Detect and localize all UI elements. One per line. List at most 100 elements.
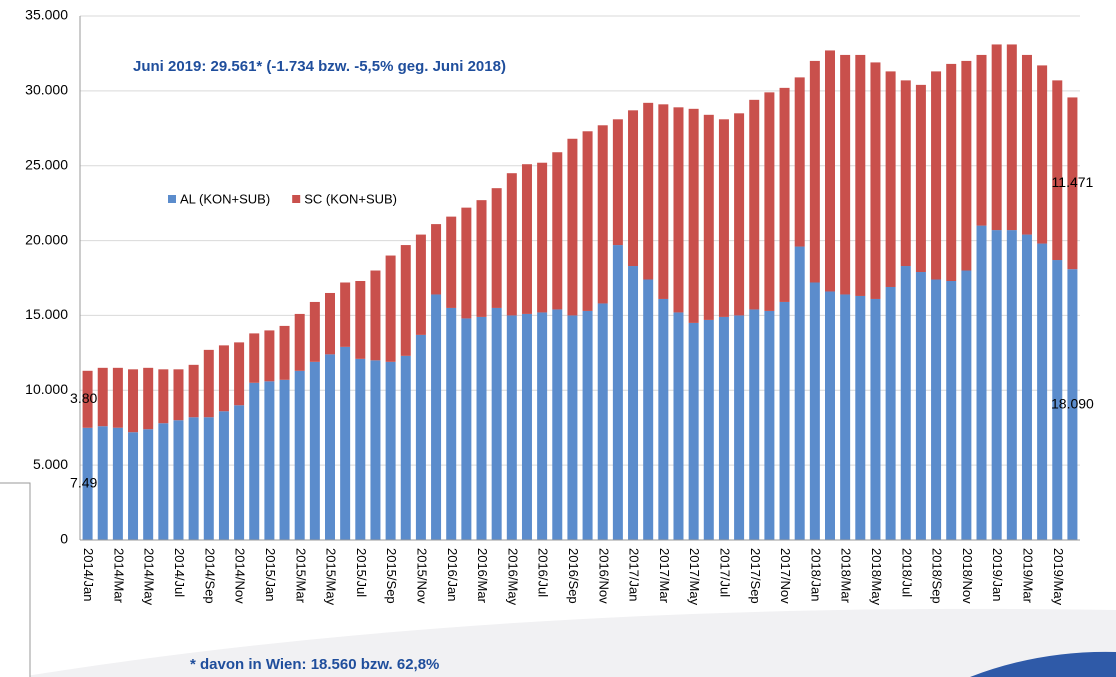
x-tick-label: 2014/Sep	[202, 548, 217, 604]
bar-segment	[309, 361, 320, 540]
bar-segment	[976, 54, 987, 226]
x-tick-label: 2015/Sep	[384, 548, 399, 604]
x-tick-label: 2016/May	[505, 548, 520, 606]
footnote: * davon in Wien: 18.560 bzw. 62,8%	[190, 656, 439, 673]
bar-segment	[643, 102, 654, 280]
bar-segment	[703, 114, 714, 320]
data-label: 3.807	[70, 390, 105, 406]
x-tick-label: 2014/Mar	[111, 548, 126, 604]
x-tick-label: 2018/Jan	[808, 548, 823, 602]
bar-segment	[1067, 97, 1078, 270]
bar-segment	[764, 92, 775, 311]
bar-segment	[764, 310, 775, 540]
bar-segment	[885, 71, 896, 287]
bar-segment	[446, 307, 457, 540]
bar-segment	[718, 316, 729, 540]
bar-segment	[991, 44, 1002, 231]
bar-segment	[794, 246, 805, 540]
x-tick-label: 2017/Nov	[778, 548, 793, 604]
bar-segment	[946, 63, 957, 281]
bar-segment	[234, 342, 245, 406]
bar-segment	[97, 426, 108, 540]
bar-segment	[552, 309, 563, 540]
bar-segment	[355, 280, 366, 359]
y-tick-label: 15.000	[25, 306, 68, 322]
bar-segment	[567, 138, 578, 316]
bar-segment	[673, 312, 684, 540]
bar-segment	[188, 417, 199, 540]
bar-segment	[461, 318, 472, 540]
bar-segment	[870, 62, 881, 299]
bar-segment	[749, 99, 760, 310]
bar-segment	[991, 230, 1002, 540]
bar-segment	[734, 315, 745, 540]
bar-segment	[825, 50, 835, 292]
bar-segment	[415, 334, 426, 540]
bar-segment	[218, 345, 229, 412]
x-tick-label: 2014/Jan	[81, 548, 96, 602]
bar-segment	[370, 360, 381, 540]
bar-segment	[779, 301, 790, 540]
x-tick-label: 2017/Sep	[748, 548, 763, 604]
background-swoosh	[20, 608, 1116, 677]
bar-segment	[128, 369, 139, 433]
legend-label: SC (KON+SUB)	[304, 191, 397, 206]
x-tick-label: 2015/Jan	[263, 548, 278, 602]
bar-segment	[249, 333, 260, 383]
bar-segment	[1006, 44, 1017, 231]
x-tick-label: 2017/May	[687, 548, 702, 606]
x-tick-label: 2014/May	[142, 548, 157, 606]
x-tick-label: 2016/Nov	[596, 548, 611, 604]
x-tick-label: 2017/Jan	[627, 548, 642, 602]
bar-segment	[340, 346, 351, 540]
bar-segment	[597, 303, 608, 540]
bar-segment	[521, 313, 532, 540]
bar-segment	[1037, 65, 1048, 244]
bar-segment	[734, 113, 745, 316]
bar-segment	[900, 80, 911, 267]
bar-segment	[870, 298, 881, 540]
bar-segment	[476, 200, 487, 317]
bar-segment	[794, 77, 805, 247]
bar-segment	[809, 282, 820, 540]
bar-segment	[1067, 269, 1078, 540]
bar-segment	[961, 270, 972, 540]
x-tick-label: 2015/Nov	[414, 548, 429, 604]
bar-segment	[385, 361, 396, 540]
bar-segment	[931, 71, 942, 280]
bar-segment	[1052, 80, 1063, 261]
bar-segment	[946, 280, 957, 540]
bar-segment	[203, 417, 214, 540]
bar-segment	[643, 279, 654, 540]
bar-segment	[809, 60, 820, 283]
x-tick-label: 2017/Jul	[718, 548, 733, 597]
x-tick-label: 2016/Mar	[475, 548, 490, 604]
bar-segment	[749, 309, 760, 540]
bar-segment	[294, 313, 305, 371]
bar-segment	[173, 420, 184, 540]
bar-segment	[203, 349, 214, 418]
bar-segment	[264, 330, 275, 382]
bar-segment	[628, 266, 639, 540]
x-tick-label: 2018/Nov	[960, 548, 975, 604]
bar-segment	[128, 432, 139, 540]
bar-segment	[840, 54, 851, 295]
y-tick-label: 5.000	[33, 456, 68, 472]
bar-segment	[961, 60, 972, 271]
bar-segment	[718, 119, 729, 317]
bar-segment	[552, 152, 563, 310]
bar-segment	[158, 369, 169, 424]
bar-segment	[143, 367, 154, 430]
x-tick-label: 2014/Jul	[172, 548, 187, 597]
y-tick-label: 25.000	[25, 156, 68, 172]
bar-segment	[143, 429, 154, 540]
x-tick-label: 2019/May	[1051, 548, 1066, 606]
x-tick-label: 2015/May	[324, 548, 339, 606]
annotation: Juni 2019: 29.561* (-1.734 bzw. -5,5% ge…	[133, 58, 506, 75]
bar-segment	[279, 325, 290, 380]
bar-segment	[1006, 230, 1017, 540]
bar-segment	[1021, 54, 1032, 235]
bar-segment	[931, 279, 942, 540]
bar-segment	[915, 84, 926, 273]
